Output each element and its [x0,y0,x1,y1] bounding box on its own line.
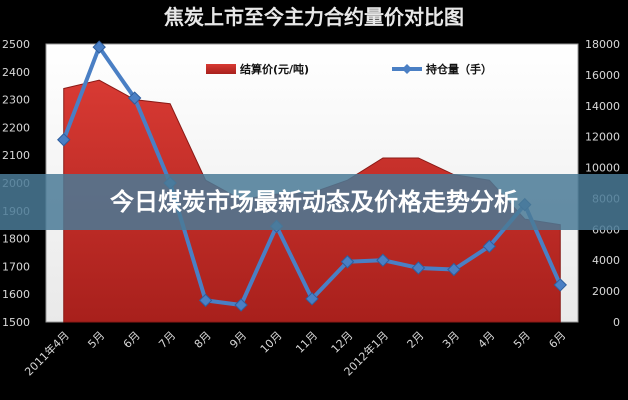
line-point-10 [411,261,426,275]
x-tick-label: 5月 [511,329,533,351]
left-tick-label: 1800 [2,233,30,246]
x-tick-label: 10月 [258,329,285,356]
x-tick-label: 3月 [440,329,462,351]
legend-line-marker [402,64,412,74]
x-tick-label: 6月 [546,329,568,351]
right-tick-label: 12000 [585,131,620,144]
right-tick-label: 16000 [585,69,620,82]
x-tick-label: 2月 [405,329,427,351]
line-point-9 [376,253,390,267]
left-tick-label: 2200 [2,121,30,134]
title-banner: 今日煤炭市场最新动态及价格走势分析 [0,174,628,230]
left-tick-label: 1600 [2,288,30,301]
left-tick-label: 2100 [2,149,30,162]
line-point-12 [482,239,497,254]
line-point-14 [553,278,567,292]
line-point-5 [234,298,248,312]
x-tick-label: 4月 [476,329,498,351]
left-tick-label: 1500 [2,316,30,329]
chart-title: 焦炭上市至今主力合约量价对比图 [164,5,464,29]
x-tick-label: 8月 [192,329,214,351]
right-tick-label: 10000 [585,162,620,175]
x-tick-label: 6月 [121,329,143,351]
legend-area-swatch [206,64,236,74]
x-tick-label: 11月 [293,329,320,356]
left-tick-label: 2300 [2,94,30,107]
x-tick-label: 9月 [227,329,249,351]
line-point-4 [198,293,213,308]
banner-text: 今日煤炭市场最新动态及价格走势分析 [110,188,518,216]
right-tick-label: 14000 [585,100,620,113]
x-tick-label: 2011年4月 [22,328,72,378]
x-tick-label: 5月 [85,329,107,351]
right-tick-label: 4000 [592,254,620,267]
banner-background [0,174,628,230]
legend-area-label: 结算价(元/吨) [239,62,309,76]
legend: 结算价(元/吨) 持仓量（手） [206,62,492,76]
line-point-2 [127,91,142,105]
x-tick-label: 12月 [329,329,356,356]
right-tick-label: 2000 [592,285,620,298]
right-tick-label: 0 [613,316,620,329]
line-point-8 [340,255,355,269]
line-point-0 [57,133,71,147]
line-point-11 [447,262,461,277]
x-tick-label: 7月 [156,329,178,351]
left-tick-label: 1700 [2,260,30,273]
line-point-1 [92,40,106,54]
legend-line-label: 持仓量（手） [426,62,492,76]
left-tick-label: 2500 [2,38,30,51]
left-tick-label: 2400 [2,66,30,79]
right-tick-label: 18000 [585,38,620,51]
line-point-7 [305,292,319,306]
